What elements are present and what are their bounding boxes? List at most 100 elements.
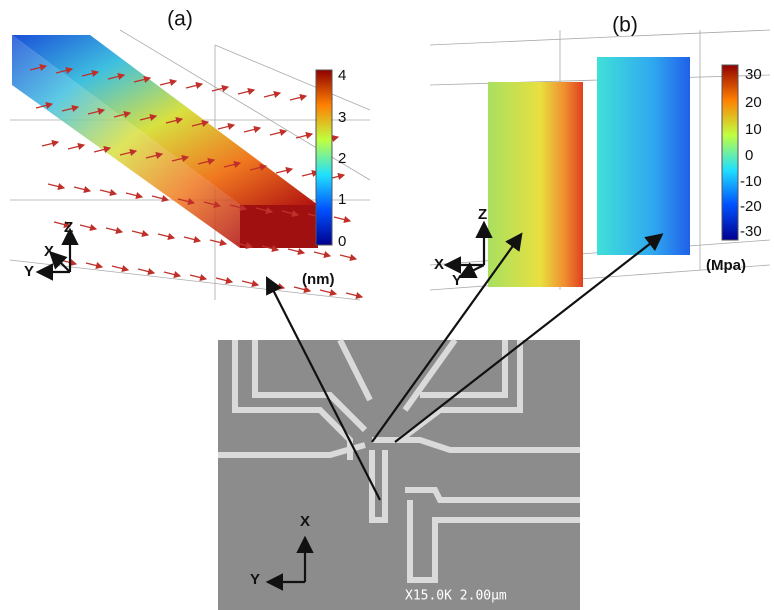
arrow bbox=[55, 66, 74, 74]
arrow bbox=[203, 201, 222, 209]
arrow bbox=[243, 125, 262, 133]
arrow bbox=[191, 119, 210, 127]
arrow bbox=[171, 154, 190, 162]
arrow bbox=[157, 233, 176, 241]
scale-bar-text: X15.0K 2.00µm bbox=[405, 589, 507, 604]
arrow bbox=[47, 183, 66, 191]
pointer bbox=[394, 233, 664, 443]
arrow bbox=[165, 116, 184, 124]
colorbar-tick: 4 bbox=[338, 67, 346, 84]
arrow bbox=[345, 292, 364, 300]
colorbar-tick: -20 bbox=[740, 198, 762, 215]
arrow bbox=[61, 104, 80, 112]
arrow bbox=[125, 192, 144, 200]
arrow bbox=[73, 186, 92, 194]
axis-label: X bbox=[44, 243, 54, 260]
panel-label: (a) bbox=[167, 8, 193, 31]
bar-side bbox=[12, 35, 240, 248]
arrow bbox=[177, 198, 196, 206]
arrow bbox=[151, 195, 170, 203]
arrow bbox=[275, 166, 294, 174]
axis-label: X bbox=[300, 513, 310, 530]
axis-x bbox=[48, 250, 71, 273]
arrow bbox=[93, 145, 112, 153]
arrow bbox=[29, 63, 48, 71]
arrow bbox=[87, 107, 106, 115]
colorbar-tick: 30 bbox=[745, 66, 762, 83]
arrow bbox=[113, 110, 132, 118]
arrow bbox=[53, 221, 72, 229]
arrow bbox=[163, 271, 182, 279]
arrow bbox=[137, 268, 156, 276]
panel-a: (a) 4 3 2 1 0 (nm) X Y Z bbox=[9, 8, 371, 301]
colorbar bbox=[315, 69, 333, 246]
arrow bbox=[119, 148, 138, 156]
bar-end bbox=[240, 205, 318, 248]
arrow bbox=[67, 142, 86, 150]
panel-label: (b) bbox=[612, 14, 638, 37]
arrow bbox=[255, 207, 274, 215]
slab-right bbox=[597, 57, 690, 255]
arrow bbox=[235, 242, 254, 250]
arrow bbox=[197, 157, 216, 165]
arrow bbox=[211, 84, 230, 92]
arrow bbox=[217, 122, 236, 130]
arrow bbox=[289, 93, 308, 101]
colorbar-tick: 3 bbox=[338, 109, 346, 126]
axis-y bbox=[458, 262, 485, 278]
arrow bbox=[319, 289, 338, 297]
pointer bbox=[371, 232, 523, 443]
axis-label: Y bbox=[24, 263, 34, 280]
colorbar-tick: -30 bbox=[740, 223, 762, 240]
arrow bbox=[41, 139, 60, 147]
colorbar-tick: 20 bbox=[745, 94, 762, 111]
arrow bbox=[295, 131, 314, 139]
sem-background bbox=[218, 340, 580, 610]
colorbar-tick: 0 bbox=[745, 147, 753, 164]
colorbar-unit: (Mpa) bbox=[706, 257, 746, 274]
arrow bbox=[249, 163, 268, 171]
arrow bbox=[333, 216, 352, 224]
arrow bbox=[185, 81, 204, 89]
pointer-arrows bbox=[266, 232, 664, 501]
axis-label: X bbox=[434, 256, 444, 273]
arrow bbox=[131, 230, 150, 238]
pointer bbox=[266, 276, 381, 501]
arrow bbox=[35, 101, 54, 109]
arrow bbox=[209, 239, 228, 247]
arrow bbox=[107, 72, 126, 80]
arrow bbox=[133, 75, 152, 83]
colorbar-unit: (nm) bbox=[302, 271, 335, 288]
colorbar-tick: 1 bbox=[338, 191, 346, 208]
arrow bbox=[189, 274, 208, 282]
arrow bbox=[81, 69, 100, 77]
colorbar-tick: 0 bbox=[338, 233, 346, 250]
colorbar bbox=[721, 64, 739, 241]
arrow bbox=[339, 254, 358, 262]
arrow bbox=[293, 286, 312, 294]
displacement-arrows bbox=[29, 63, 364, 300]
axis-label: Y bbox=[250, 571, 260, 588]
arrow bbox=[111, 265, 130, 273]
arrow bbox=[223, 160, 242, 168]
arrow bbox=[261, 245, 280, 253]
axis-label: Z bbox=[64, 219, 73, 236]
arrow bbox=[281, 210, 300, 218]
arrow bbox=[313, 251, 332, 259]
arrow bbox=[215, 277, 234, 285]
panel-b: (b) 30 20 10 0 -10 -20 -30 (Mpa) X Y Z bbox=[429, 14, 771, 291]
colorbar-tick: -10 bbox=[740, 173, 762, 190]
sem-image: X Y X15.0K 2.00µm bbox=[218, 338, 580, 610]
arrow bbox=[79, 224, 98, 232]
arrow bbox=[159, 78, 178, 86]
axis-label: Z bbox=[478, 206, 487, 223]
bar-top bbox=[12, 35, 318, 205]
arrow bbox=[183, 236, 202, 244]
arrow bbox=[269, 128, 288, 136]
arrow bbox=[105, 227, 124, 235]
arrow bbox=[229, 204, 248, 212]
arrow bbox=[139, 113, 158, 121]
sem-structures bbox=[218, 338, 580, 583]
arrow bbox=[99, 189, 118, 197]
